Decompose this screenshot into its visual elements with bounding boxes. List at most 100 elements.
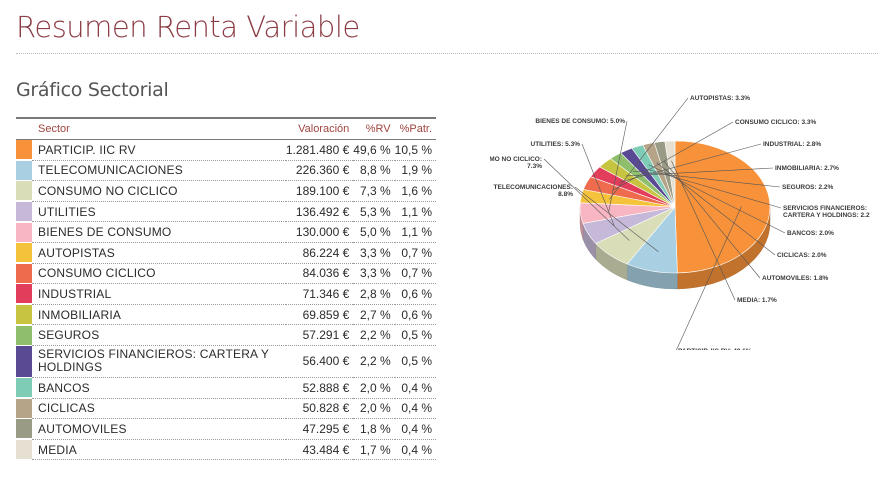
swatch-cell [16, 345, 32, 378]
leader-line [612, 121, 734, 191]
pie-label: CICLICAS: 2.0% [777, 252, 827, 259]
pie-label: CONSUMO CICLICO: 3.3% [735, 119, 816, 126]
sector-name: SERVICIOS FINANCIEROS: CARTERA Y HOLDING… [32, 345, 286, 378]
rv-percent: 3,3 % [353, 242, 395, 264]
sector-name-text: UTILITIES [38, 204, 96, 219]
swatch-cell [16, 377, 32, 399]
valoracion-value: 47.295 € [285, 418, 354, 440]
patr-percent: 0,5 % [394, 324, 436, 346]
pie-label: AUTOPISTAS: 3.3% [690, 95, 750, 102]
sector-name: PARTICIP. IIC RV [32, 139, 286, 161]
valoracion-value: 1.281.480 € [285, 139, 354, 161]
valoracion-value-text: 56.400 € [302, 354, 350, 369]
pie-labels: PARTICIP. IIC RV: 49,6% TELECOMUNICACIONE… [490, 95, 870, 350]
patr-percent-text: 1,6 % [401, 183, 432, 198]
patr-percent: 0,4 % [394, 439, 436, 461]
rv-percent: 2,7 % [353, 304, 395, 326]
swatch-cell [16, 139, 32, 161]
sector-name: CONSUMO CICLICO [32, 263, 286, 285]
patr-percent-text: 0,7 % [401, 245, 432, 260]
swatch-cell [16, 201, 32, 223]
column-header-valoracion: Valoración [285, 117, 354, 140]
rv-percent-text: 1,8 % [359, 421, 391, 436]
patr-percent: 0,4 % [394, 398, 436, 420]
rv-percent: 2,8 % [353, 283, 395, 305]
leader-line [633, 170, 781, 188]
sector-name-text: INMOBILIARIA [38, 307, 122, 322]
patr-percent-text: 0,7 % [401, 266, 432, 281]
pie-label: BIENES DE CONSUMO: 5.0% [535, 118, 625, 125]
sector-name-text: BANCOS [38, 380, 90, 395]
pie-label: 8.8% [558, 191, 573, 198]
sector-name-text: BIENES DE CONSUMO [38, 225, 172, 240]
patr-percent-text: 0,5 % [401, 328, 432, 343]
column-header-sector: Sector [16, 117, 286, 140]
rv-percent-text: 2,8 % [359, 286, 391, 301]
leader-line [618, 143, 762, 183]
valoracion-value: 71.346 € [285, 283, 354, 305]
color-swatch [16, 305, 32, 325]
sector-name-text: CONSUMO NO CICLICO [38, 183, 178, 198]
table-row: SEGUROS 57.291 € 2,2 % 0,5 % [16, 324, 436, 346]
rv-percent: 2,2 % [353, 324, 395, 346]
rv-percent: 49,6 % [353, 139, 395, 161]
swatch-cell [16, 324, 32, 346]
patr-percent: 0,5 % [394, 345, 436, 378]
sector-name-text: INDUSTRIAL [38, 286, 112, 301]
rv-percent: 2,0 % [353, 377, 395, 399]
column-header-rv: %RV [353, 117, 395, 140]
valoracion-value: 43.484 € [285, 439, 354, 461]
table-row: PARTICIP. IIC RV 1.281.480 €49,6 % 10,5 % [16, 139, 436, 161]
valoracion-value-text: 47.295 € [302, 421, 350, 436]
valoracion-value-text: 226.360 € [295, 163, 350, 178]
pie-label: AUTOMOVILES: 1.8% [762, 275, 829, 282]
table-row: UTILITIES 136.492 € 5,3 % 1,1 % [16, 201, 436, 223]
rv-percent-text: 1,7 % [359, 442, 391, 457]
swatch-cell [16, 180, 32, 202]
color-swatch [16, 378, 32, 398]
valoracion-value-text: 52.888 € [302, 380, 350, 395]
patr-percent-text: 1,1 % [401, 225, 432, 240]
color-swatch [16, 263, 32, 283]
valoracion-value-text: 71.346 € [302, 286, 350, 301]
leader-line [648, 164, 786, 234]
color-swatch [16, 222, 32, 242]
color-swatch [16, 419, 32, 439]
swatch-cell [16, 221, 32, 243]
table-row: CONSUMO NO CICLICO 189.100 € 7,3 % 1,6 % [16, 180, 436, 202]
sector-table: Sector Valoración %RV %Patr. PARTICIP. I… [16, 117, 436, 461]
patr-percent: 0,7 % [394, 263, 436, 285]
color-swatch [16, 181, 32, 201]
pie-label: SEGUROS: 2.2% [782, 184, 834, 191]
section-title: Gráfico Sectorial [16, 79, 169, 101]
pie-label: BANCOS: 2.0% [787, 230, 834, 237]
swatch-cell [16, 283, 32, 305]
sector-name: MEDIA [32, 439, 286, 461]
pie-label: PARTICIP. IIC RV: 49,6% [678, 348, 752, 350]
valoracion-value: 52.888 € [285, 377, 354, 399]
leader-line [656, 162, 776, 256]
valoracion-value-text: 84.036 € [302, 266, 350, 281]
patr-percent-text: 0,5 % [401, 354, 432, 369]
valoracion-value-text: 57.291 € [302, 328, 350, 343]
leader-line [625, 167, 774, 177]
sector-name-text: AUTOMOVILES [38, 421, 127, 436]
table-header-row: Sector Valoración %RV %Patr. [16, 117, 436, 140]
leader-line [609, 97, 689, 200]
rv-percent-text: 5,0 % [359, 225, 391, 240]
rv-percent: 8,8 % [353, 160, 395, 182]
patr-percent: 1,6 % [394, 180, 436, 202]
sector-name: CONSUMO NO CICLICO [32, 180, 286, 202]
pie-label: TELECOMUNICACIONES: [494, 184, 573, 191]
pie-label: SERVICIOS FINANCIEROS: [783, 205, 867, 212]
table-row: CONSUMO CICLICO 84.036 € 3,3 % 0,7 % [16, 263, 436, 285]
pie-label: CONSUMO NO CICLICO: [490, 156, 542, 163]
rv-percent-text: 5,3 % [359, 204, 391, 219]
rv-percent: 5,0 % [353, 221, 395, 243]
swatch-cell [16, 418, 32, 440]
patr-percent-text: 1,9 % [401, 163, 432, 178]
pie-side-walls [579, 206, 771, 290]
sector-name: TELECOMUNICACIONES [32, 160, 286, 182]
rv-percent-text: 2,2 % [359, 354, 391, 369]
valoracion-value: 56.400 € [285, 345, 354, 378]
